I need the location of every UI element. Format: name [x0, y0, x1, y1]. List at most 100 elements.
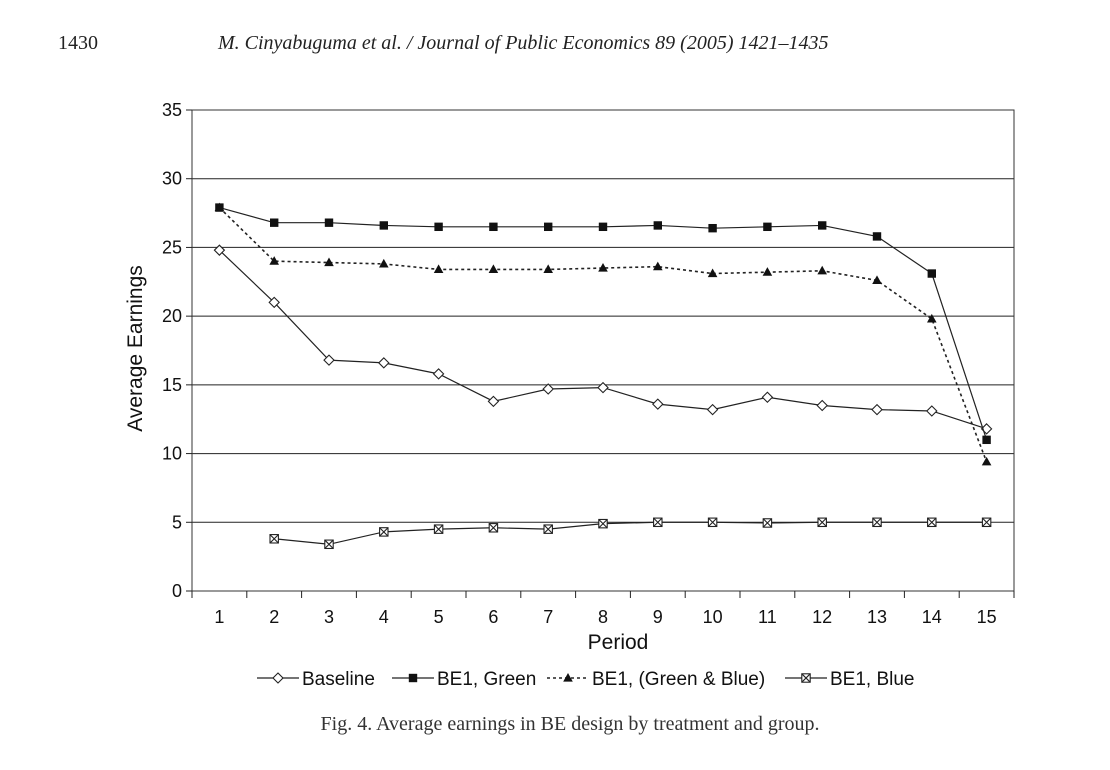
data-point [653, 261, 663, 271]
marker-shape [653, 261, 663, 271]
data-point [378, 357, 390, 369]
series-line [218, 249, 987, 430]
marker-shape [434, 222, 443, 232]
marker-shape [489, 222, 498, 232]
marker-shape [488, 264, 499, 274]
data-point [927, 517, 937, 528]
marker-shape [982, 435, 991, 445]
marker-shape [272, 672, 284, 684]
marker-shape [926, 405, 938, 417]
data-point [653, 517, 663, 528]
data-point [543, 264, 553, 274]
legend: Baseline BE1, Green BE1, (Green & Blue) BE1… [257, 669, 915, 690]
legend-swatch-marker [801, 673, 811, 683]
data-point [926, 405, 938, 417]
x-axis-title: Period [588, 631, 649, 654]
marker-shape [927, 517, 937, 527]
y-tick-label: 35 [162, 100, 182, 120]
series-line [218, 207, 988, 463]
x-tick-label: 10 [703, 607, 723, 627]
data-point [652, 398, 664, 410]
series-2 [215, 203, 991, 445]
data-point [324, 218, 334, 227]
marker-shape [761, 391, 774, 404]
data-point [871, 403, 883, 416]
data-point [981, 456, 992, 466]
x-tick-label: 8 [598, 607, 608, 627]
data-point [269, 534, 279, 544]
marker-shape [653, 517, 663, 527]
data-point [818, 221, 827, 230]
x-tick-label: 15 [977, 607, 997, 627]
marker-shape [378, 357, 390, 369]
data-point [817, 265, 827, 275]
data-point [379, 258, 389, 268]
y-tick-label: 10 [162, 444, 182, 464]
marker-shape [487, 395, 500, 408]
marker-shape [432, 368, 445, 380]
marker-shape [653, 221, 662, 230]
legend-item-1: Baseline [257, 669, 375, 690]
data-point [872, 232, 882, 241]
marker-shape [542, 383, 554, 395]
y-tick-label: 0 [172, 581, 182, 601]
data-point [597, 381, 609, 394]
data-point [488, 523, 499, 533]
x-tick-label: 1 [214, 607, 224, 627]
data-point [761, 391, 774, 404]
marker-shape [872, 275, 882, 285]
marker-shape [213, 244, 226, 256]
legend-item-3: BE1, (Green & Blue) [547, 669, 765, 690]
marker-shape [324, 539, 334, 549]
data-point [817, 517, 827, 528]
x-tick-label: 13 [867, 607, 887, 627]
x-tick-label: 4 [379, 607, 389, 627]
marker-shape [563, 673, 573, 682]
x-tick-label: 7 [543, 607, 553, 627]
series-line [274, 521, 987, 545]
data-point [213, 244, 226, 256]
legend-swatch-marker [408, 673, 418, 683]
data-point [270, 218, 279, 227]
y-tick-label: 30 [162, 169, 182, 189]
legend-item-4: BE1, Blue [785, 669, 915, 690]
data-point [433, 524, 444, 534]
marker-shape [598, 519, 608, 529]
x-tick-label: 14 [922, 607, 942, 627]
marker-shape [433, 264, 444, 274]
marker-shape [323, 354, 335, 366]
data-point [269, 256, 279, 265]
marker-shape [801, 673, 811, 683]
data-point [598, 263, 608, 272]
marker-shape [872, 517, 882, 527]
marker-shape [817, 517, 827, 527]
legend-label: BE1, Green [437, 669, 536, 690]
data-point [489, 222, 498, 232]
data-point [487, 395, 500, 408]
y-tick-label: 25 [162, 237, 182, 257]
data-point [927, 313, 937, 323]
x-tick-label: 12 [812, 607, 832, 627]
plot-area-frame [191, 109, 1015, 592]
data-point [544, 222, 553, 232]
marker-shape [762, 518, 772, 528]
data-point [598, 518, 608, 529]
data-point [872, 517, 882, 528]
y-axis-tick-labels: 0 5 10 15 20 25 30 35 [162, 100, 192, 601]
marker-shape [652, 398, 664, 410]
data-point [708, 223, 717, 233]
x-tick-label: 9 [653, 607, 663, 627]
data-point [324, 539, 334, 550]
data-point [543, 524, 553, 534]
marker-shape [544, 222, 553, 232]
marker-shape [707, 268, 718, 278]
marker-shape [927, 313, 937, 323]
marker-shape [763, 222, 772, 232]
page-number: 1430 [58, 32, 98, 54]
legend-swatch-marker [272, 672, 284, 684]
legend-label: BE1, (Green & Blue) [592, 669, 765, 690]
y-axis-title: Average Earnings [124, 265, 147, 432]
data-point [598, 222, 608, 232]
y-tick-label: 20 [162, 306, 182, 326]
legend-label: Baseline [302, 669, 375, 690]
